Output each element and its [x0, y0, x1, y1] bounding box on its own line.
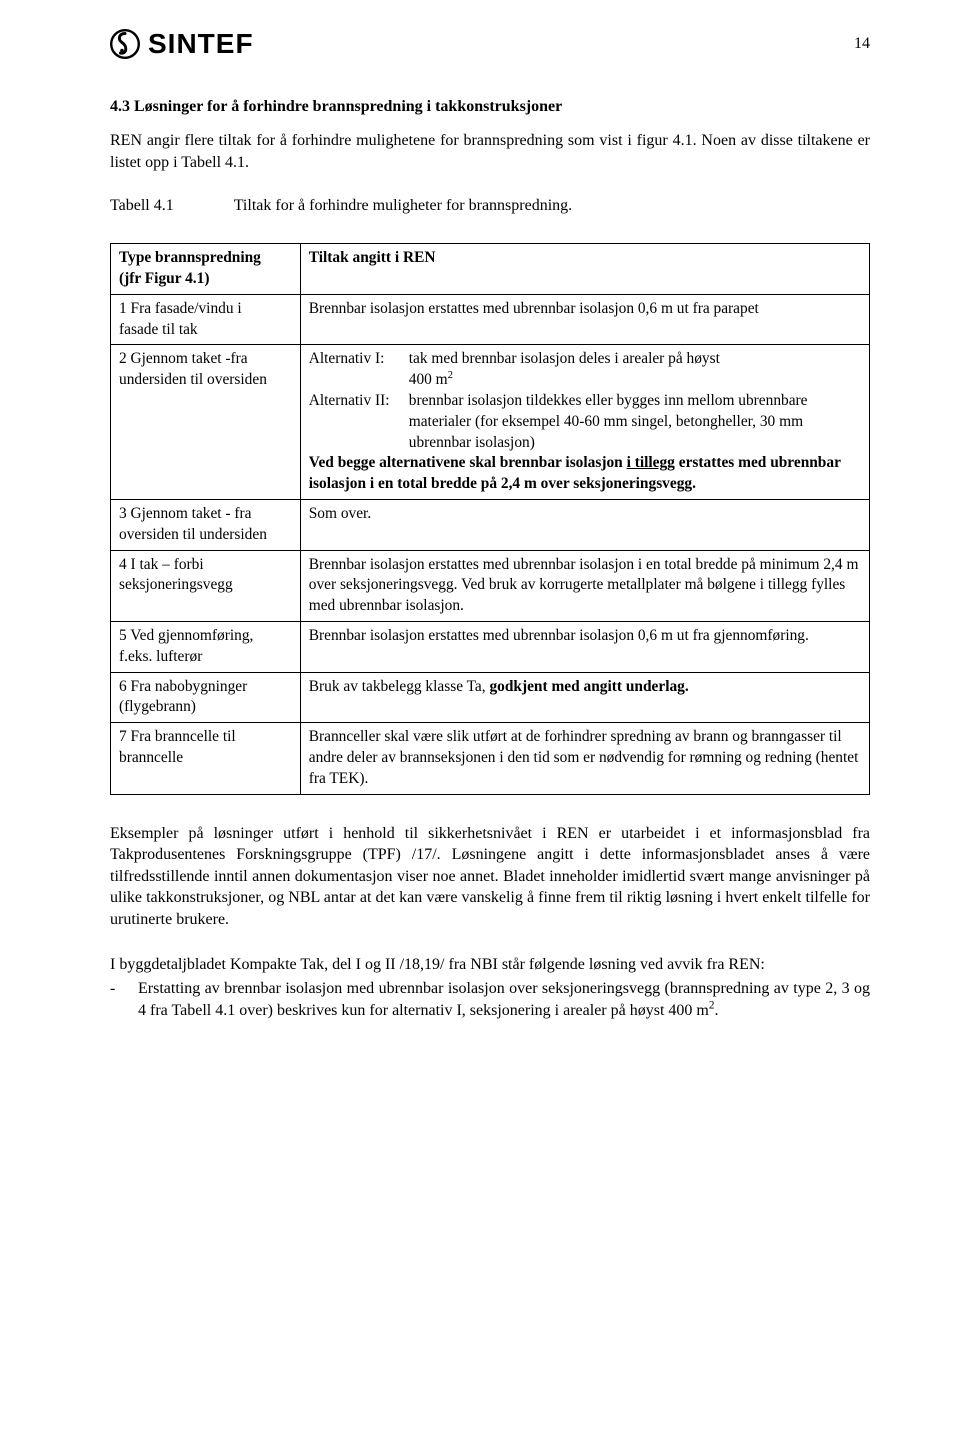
cell-left-7: 7 Fra branncelle til branncelle	[111, 723, 301, 794]
table-row: 5 Ved gjennomføring, f.eks. lufterør Bre…	[111, 621, 870, 672]
row1-left-l1: 1 Fra fasade/vindu i	[119, 300, 242, 317]
after-paragraph-2: I byggdetaljbladet Kompakte Tak, del I o…	[110, 954, 870, 976]
table-header-right: Tiltak angitt i REN	[300, 244, 869, 295]
cell-left-2: 2 Gjennom taket -fra undersiden til over…	[111, 345, 301, 500]
cell-right-7: Brannceller skal være slik utført at de …	[300, 723, 869, 794]
row7-left-l1: 7 Fra branncelle til	[119, 728, 236, 745]
table-header-left: Type brannspredning (jfr Figur 4.1)	[111, 244, 301, 295]
bullet-text-a: Erstatting av brennbar isolasjon med ubr…	[138, 980, 870, 1019]
table-row: 1 Fra fasade/vindu i fasade til tak Bren…	[111, 294, 870, 345]
alt1-sup: 2	[448, 369, 453, 381]
table-row: 3 Gjennom taket - fra oversiden til unde…	[111, 499, 870, 550]
alt1-text-b: 400 m	[409, 371, 448, 388]
section-heading: 4.3 Løsninger for å forhindre brannspred…	[110, 98, 870, 116]
header-left-line1: Type brannspredning	[119, 249, 261, 266]
row2-bold-u: i tillegg	[627, 454, 675, 471]
document-page: SINTEF 14 4.3 Løsninger for å forhindre …	[0, 0, 960, 1081]
alt2-text: brennbar isolasjon tildekkes eller bygge…	[409, 391, 861, 453]
table-caption-text: Tiltak for å forhindre muligheter for br…	[234, 197, 572, 214]
alt1-label: Alternativ I:	[309, 349, 409, 391]
table-row: 7 Fra branncelle til branncelle Branncel…	[111, 723, 870, 794]
intro-paragraph: REN angir flere tiltak for å forhindre m…	[110, 130, 870, 173]
after-paragraph-1: Eksempler på løsninger utført i henhold …	[110, 823, 870, 931]
alt2-label: Alternativ II:	[309, 391, 409, 453]
alt1-text-a: tak med brennbar isolasjon deles i areal…	[409, 350, 720, 367]
sintef-logo: SINTEF	[110, 28, 254, 60]
cell-left-1: 1 Fra fasade/vindu i fasade til tak	[111, 294, 301, 345]
table-caption-label: Tabell 4.1	[110, 197, 230, 215]
row6-left-l1: 6 Fra nabobygninger	[119, 678, 247, 695]
cell-left-6: 6 Fra nabobygninger (flygebrann)	[111, 672, 301, 723]
cell-right-1: Brennbar isolasjon erstattes med ubrennb…	[300, 294, 869, 345]
page-number: 14	[854, 35, 870, 53]
table-header-row: Type brannspredning (jfr Figur 4.1) Tilt…	[111, 244, 870, 295]
row3-left-l1: 3 Gjennom taket - fra	[119, 505, 251, 522]
row6-right-bold: godkjent med angitt underlag.	[489, 678, 688, 695]
row1-left-l2: fasade til tak	[119, 321, 198, 338]
row4-left-l1: 4 I tak – forbi	[119, 556, 204, 573]
bullet-item: - Erstatting av brennbar isolasjon med u…	[110, 978, 870, 1021]
bullet-text: Erstatting av brennbar isolasjon med ubr…	[138, 978, 870, 1021]
bullet-dash-icon: -	[110, 978, 138, 1021]
row5-left-l2: f.eks. lufterør	[119, 648, 202, 665]
cell-right-3: Som over.	[300, 499, 869, 550]
row6-left-l2: (flygebrann)	[119, 698, 196, 715]
sintef-logo-icon	[110, 29, 140, 59]
sintef-logo-text: SINTEF	[148, 28, 254, 60]
cell-right-4: Brennbar isolasjon erstattes med ubrennb…	[300, 550, 869, 621]
alt1-text: tak med brennbar isolasjon deles i areal…	[409, 349, 861, 391]
table-row: 2 Gjennom taket -fra undersiden til over…	[111, 345, 870, 500]
row2-left-l1: 2 Gjennom taket -fra	[119, 350, 248, 367]
header-right-text: Tiltak angitt i REN	[309, 249, 436, 266]
cell-left-4: 4 I tak – forbi seksjoneringsvegg	[111, 550, 301, 621]
row7-left-l2: branncelle	[119, 749, 183, 766]
row2-left-l2: undersiden til oversiden	[119, 371, 267, 388]
cell-left-3: 3 Gjennom taket - fra oversiden til unde…	[111, 499, 301, 550]
page-header: SINTEF 14	[110, 28, 870, 60]
table-caption: Tabell 4.1 Tiltak for å forhindre muligh…	[110, 197, 870, 215]
cell-right-5: Brennbar isolasjon erstattes med ubrennb…	[300, 621, 869, 672]
tiltak-table: Type brannspredning (jfr Figur 4.1) Tilt…	[110, 243, 870, 794]
row3-left-l2: oversiden til undersiden	[119, 526, 267, 543]
row6-right-a: Bruk av takbelegg klasse Ta,	[309, 678, 490, 695]
cell-right-2: Alternativ I: tak med brennbar isolasjon…	[300, 345, 869, 500]
table-row: 4 I tak – forbi seksjoneringsvegg Brennb…	[111, 550, 870, 621]
row5-left-l1: 5 Ved gjennomføring,	[119, 627, 253, 644]
table-row: 6 Fra nabobygninger (flygebrann) Bruk av…	[111, 672, 870, 723]
header-left-line2: (jfr Figur 4.1)	[119, 270, 209, 287]
cell-left-5: 5 Ved gjennomføring, f.eks. lufterør	[111, 621, 301, 672]
row2-bold: Ved begge alternativene skal brennbar is…	[309, 454, 841, 492]
cell-right-6: Bruk av takbelegg klasse Ta, godkjent me…	[300, 672, 869, 723]
row2-bold-a: Ved begge alternativene skal brennbar is…	[309, 454, 627, 471]
bullet-text-b: .	[714, 1002, 718, 1019]
row4-left-l2: seksjoneringsvegg	[119, 576, 233, 593]
